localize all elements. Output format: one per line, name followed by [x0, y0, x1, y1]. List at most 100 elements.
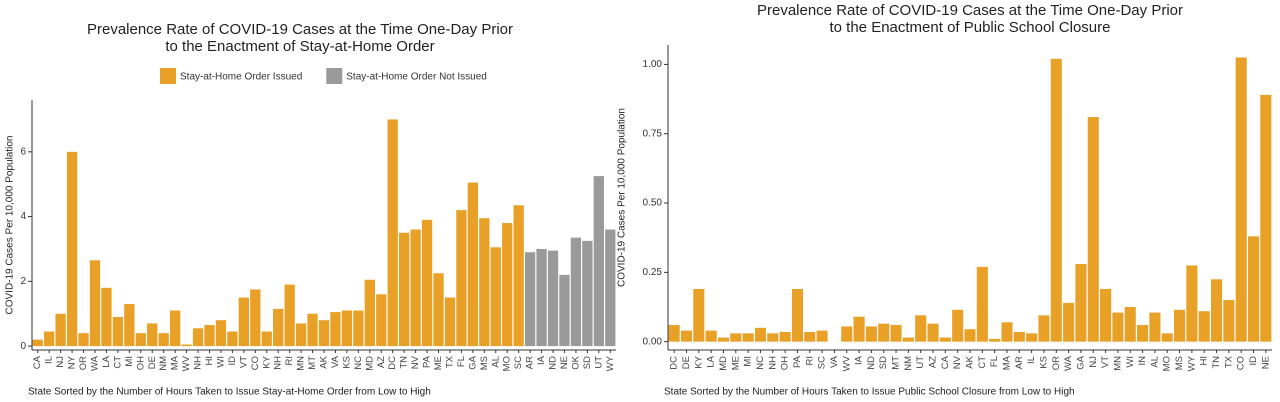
x-tick-label: FL [456, 356, 467, 367]
x-tick-label: NC [755, 356, 766, 370]
bar [547, 250, 559, 347]
x-tick-label: LA [101, 355, 112, 367]
y-tick-label: 2 [20, 276, 26, 287]
x-tick-label: WY [1186, 355, 1197, 371]
x-tick-label: WV [841, 355, 852, 371]
x-tick-label: IA [854, 355, 865, 365]
x-tick-label: AL [490, 356, 501, 368]
bar [513, 205, 524, 347]
bar [1001, 322, 1013, 342]
x-tick-label: ND [548, 356, 559, 370]
bar [853, 316, 865, 342]
bar [364, 279, 375, 347]
bar [668, 325, 680, 342]
x-tick-label: CO [1236, 356, 1247, 370]
x-tick-label: KY [261, 355, 272, 368]
x-tick-label: IL [1026, 356, 1037, 364]
x-tick-label: MT [307, 356, 318, 370]
y-axis-title: COVID-19 Cases Per 10,000 Population [617, 108, 628, 287]
bar [791, 289, 803, 342]
x-tick-label: TX [444, 355, 455, 368]
bar [250, 289, 261, 347]
x-tick-label: GA [1075, 355, 1086, 369]
bar [1013, 331, 1025, 342]
x-tick-label: DE [147, 356, 158, 369]
bar [433, 273, 444, 347]
x-tick-label: AK [319, 355, 330, 368]
bar [816, 330, 828, 342]
bar [1112, 312, 1124, 342]
x-tick-label: KY [693, 355, 704, 368]
bar [89, 260, 101, 347]
x-tick-label: NE [559, 356, 570, 369]
x-tick-label: GA [467, 355, 478, 369]
bar [410, 229, 421, 347]
x-tick-label: CA [32, 355, 43, 369]
bar [730, 333, 742, 342]
x-tick-label: DC [669, 356, 680, 370]
bar [878, 323, 890, 342]
x-tick-label: WY [605, 355, 616, 371]
x-tick-label: AZ [376, 356, 387, 368]
x-tick-label: OR [78, 356, 89, 370]
x-tick-label: ID [227, 356, 238, 366]
x-tick-label: MO [1162, 356, 1173, 371]
bar [147, 323, 158, 347]
x-tick-label: CT [112, 356, 123, 369]
x-tick-label: HI [1199, 356, 1210, 366]
x-tick-label: MS [1174, 356, 1185, 370]
bar [952, 309, 964, 342]
bar [318, 320, 330, 347]
x-tick-label: OK [570, 355, 581, 369]
bar [767, 333, 779, 342]
y-tick-label: 0.75 [643, 128, 663, 139]
x-tick-label: OH [780, 356, 791, 370]
bar [717, 337, 730, 342]
x-tick-label: ID [1248, 356, 1259, 366]
x-tick-label: MT [891, 356, 902, 370]
bar [204, 325, 215, 347]
bar [1247, 236, 1260, 342]
bar [1038, 315, 1050, 342]
x-tick-label: NV [410, 355, 421, 369]
x-tick-label: ME [433, 356, 444, 370]
x-axis-title: State Sorted by the Number of Hours Take… [664, 387, 1075, 398]
bar [964, 329, 976, 342]
x-tick-label: KS [1038, 356, 1049, 369]
x-tick-label: MD [364, 356, 375, 371]
bar [158, 333, 169, 347]
bar [261, 331, 272, 347]
bar [536, 248, 547, 347]
bar [1186, 265, 1198, 342]
x-tick-label: MA [170, 355, 181, 370]
x-tick-label: NV [952, 355, 963, 369]
bar [169, 310, 181, 347]
bar [227, 331, 238, 347]
x-axis-title: State Sorted by the Number of Hours Take… [28, 387, 431, 398]
bar [1149, 312, 1161, 342]
x-tick-label: NE [1260, 356, 1271, 369]
x-tick-label: ND [866, 356, 877, 370]
bar [939, 337, 951, 342]
chart-title: Prevalence Rate of COVID-19 Cases at the… [87, 21, 513, 38]
x-tick-label: FL [989, 356, 1000, 367]
x-tick-label: MO [502, 356, 513, 371]
x-tick-label: CT [977, 356, 988, 369]
bar [742, 333, 754, 342]
bar [341, 310, 353, 347]
legend-swatch [160, 68, 176, 84]
x-tick-label: VA [829, 355, 840, 368]
x-tick-label: AR [525, 356, 536, 369]
bar [804, 331, 816, 342]
bar [376, 294, 387, 347]
x-tick-label: NY [67, 355, 78, 369]
bar [32, 339, 43, 347]
bar [570, 237, 582, 347]
bar [1198, 311, 1210, 342]
x-tick-label: NM [158, 356, 169, 371]
chart-title: to the Enactment of Public School Closur… [830, 19, 1111, 36]
bar [841, 326, 853, 342]
bar [1100, 289, 1112, 342]
bar [890, 325, 902, 342]
bar [593, 176, 604, 347]
